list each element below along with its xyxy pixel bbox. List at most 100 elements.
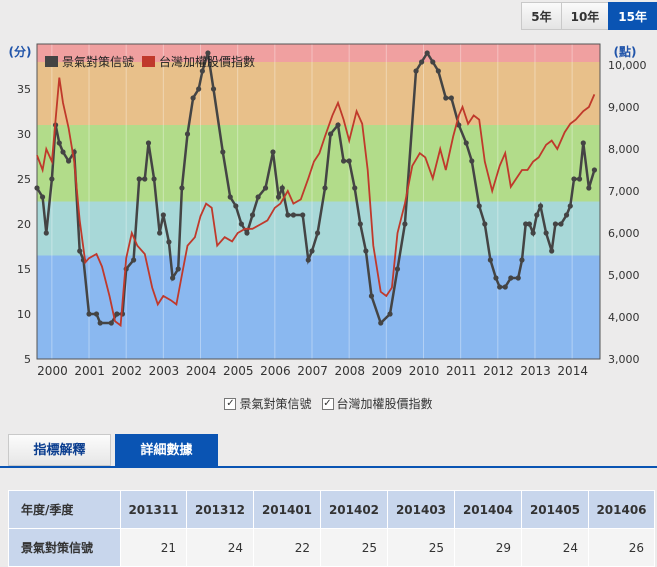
- y-left-tick-label: 10: [17, 308, 31, 321]
- business-signal-point: [166, 239, 172, 245]
- y-left-tick-label: 20: [17, 218, 31, 231]
- business-signal-point: [170, 275, 176, 281]
- business-signal-point: [60, 149, 66, 155]
- business-signal-point: [249, 212, 256, 218]
- x-tick-label: 2014: [557, 364, 588, 378]
- y-right-tick-label: 9,000: [608, 101, 640, 114]
- x-tick-label: 2009: [372, 364, 403, 378]
- business-signal-point: [430, 59, 436, 65]
- business-signal-point: [508, 275, 514, 281]
- right-axis-unit: (點): [614, 44, 637, 59]
- business-signal-point: [537, 203, 544, 209]
- business-signal-point: [233, 203, 239, 209]
- business-signal-point: [476, 203, 482, 209]
- table-row-label: 景氣對策信號: [8, 528, 121, 567]
- business-signal-point: [340, 158, 347, 164]
- range-15y-tab[interactable]: 15年: [608, 2, 657, 30]
- business-signal-point: [413, 68, 419, 74]
- table-cell: 25: [387, 528, 455, 567]
- left-axis-unit: (分): [9, 44, 32, 59]
- business-signal-point: [563, 212, 570, 218]
- business-signal-point: [290, 212, 297, 218]
- business-signal-point: [435, 68, 441, 74]
- business-signal-point: [262, 185, 269, 191]
- line-chart: (分) (點) 5 10 15 20 25 30 35 3,000 4,000 5,000 6,000 7…: [9, 43, 647, 378]
- business-signal-point: [227, 194, 233, 200]
- range-10y-tab[interactable]: 10年: [560, 2, 610, 30]
- tab-indicator-explanation[interactable]: 指標解釋: [8, 434, 111, 466]
- business-signal-point: [526, 221, 532, 227]
- business-signal-point: [552, 221, 559, 227]
- business-signal-point: [357, 221, 363, 227]
- business-signal-point: [543, 230, 549, 236]
- business-signal-point: [530, 230, 536, 236]
- business-signal-point: [86, 311, 92, 317]
- x-tick-label: 2003: [149, 364, 180, 378]
- table-col-header: 201406: [588, 490, 655, 529]
- table-col-header: 201403: [387, 490, 455, 529]
- business-signal-point: [244, 230, 250, 236]
- business-signal-point: [205, 50, 211, 56]
- x-tick-label: 2010: [409, 364, 440, 378]
- business-signal-point: [184, 131, 191, 137]
- taiex-line: [36, 77, 596, 328]
- table-cell: 25: [320, 528, 388, 567]
- business-signal-point: [196, 86, 202, 92]
- x-tick-label: 2008: [334, 364, 365, 378]
- business-signal-point: [56, 140, 62, 146]
- table-cell: 24: [186, 528, 254, 567]
- business-signal-point: [131, 257, 137, 263]
- business-signal-point: [335, 122, 341, 128]
- x-tick-label: 2002: [111, 364, 142, 378]
- business-signal-point: [65, 158, 72, 164]
- y-left-tick-label: 25: [17, 173, 31, 186]
- legend-swatch: [45, 56, 58, 67]
- x-tick-label: 2000: [37, 364, 68, 378]
- x-tick-label: 2013: [520, 364, 551, 378]
- y-left-tick-label: 35: [17, 83, 31, 96]
- range-5y-tab[interactable]: 5年: [521, 2, 562, 30]
- business-signal-point: [270, 149, 276, 155]
- tab-underline: [0, 466, 657, 468]
- business-signal-point: [493, 275, 499, 281]
- y-right-tick-label: 10,000: [608, 59, 647, 72]
- table-col-header: 201401: [253, 490, 321, 529]
- business-signal-point: [210, 86, 217, 92]
- table-cell: 21: [120, 528, 187, 567]
- business-signal-point: [309, 248, 315, 254]
- checkbox-icon[interactable]: ✓: [321, 397, 334, 410]
- y-left-tick-label: 30: [17, 128, 31, 141]
- toggle-business-signal[interactable]: ✓ 景氣對策信號: [224, 395, 312, 412]
- business-signal-point: [108, 320, 114, 326]
- y-right-tick-label: 8,000: [608, 143, 640, 156]
- legend-label: 景氣對策信號: [62, 55, 134, 69]
- business-signal-point: [255, 194, 261, 200]
- business-signal-point: [424, 50, 430, 56]
- business-signal-point: [443, 95, 449, 101]
- business-signal-point: [279, 185, 285, 191]
- business-signal-point: [275, 194, 282, 200]
- business-signal-point: [49, 176, 55, 182]
- y-right-tick-label: 4,000: [608, 311, 640, 324]
- table-row: 景氣對策信號 21 24 22 25 25 29 24 26: [8, 528, 655, 567]
- business-signal-point: [322, 185, 328, 191]
- tab-detailed-data[interactable]: 詳細數據: [115, 434, 218, 466]
- table-cell: 22: [253, 528, 321, 567]
- checkbox-icon[interactable]: ✓: [224, 397, 237, 410]
- business-signal-point: [238, 221, 244, 227]
- business-signal-point: [567, 203, 573, 209]
- signal-band: [37, 255, 600, 359]
- business-signal-point: [534, 212, 540, 218]
- business-signal-point: [482, 221, 488, 227]
- business-signal-point: [519, 257, 525, 263]
- toggle-taiex[interactable]: ✓ 台灣加權股價指數: [321, 395, 433, 412]
- business-signal-point: [346, 158, 352, 164]
- legend-label: 台灣加權股價指數: [159, 54, 255, 69]
- x-tick-label: 2007: [297, 364, 328, 378]
- business-signal-point: [523, 221, 529, 227]
- signal-band: [37, 62, 600, 125]
- business-signal-point: [199, 68, 205, 74]
- business-signal-point: [571, 176, 577, 182]
- table-col-header: 201405: [521, 490, 589, 529]
- business-signal-point: [469, 158, 475, 164]
